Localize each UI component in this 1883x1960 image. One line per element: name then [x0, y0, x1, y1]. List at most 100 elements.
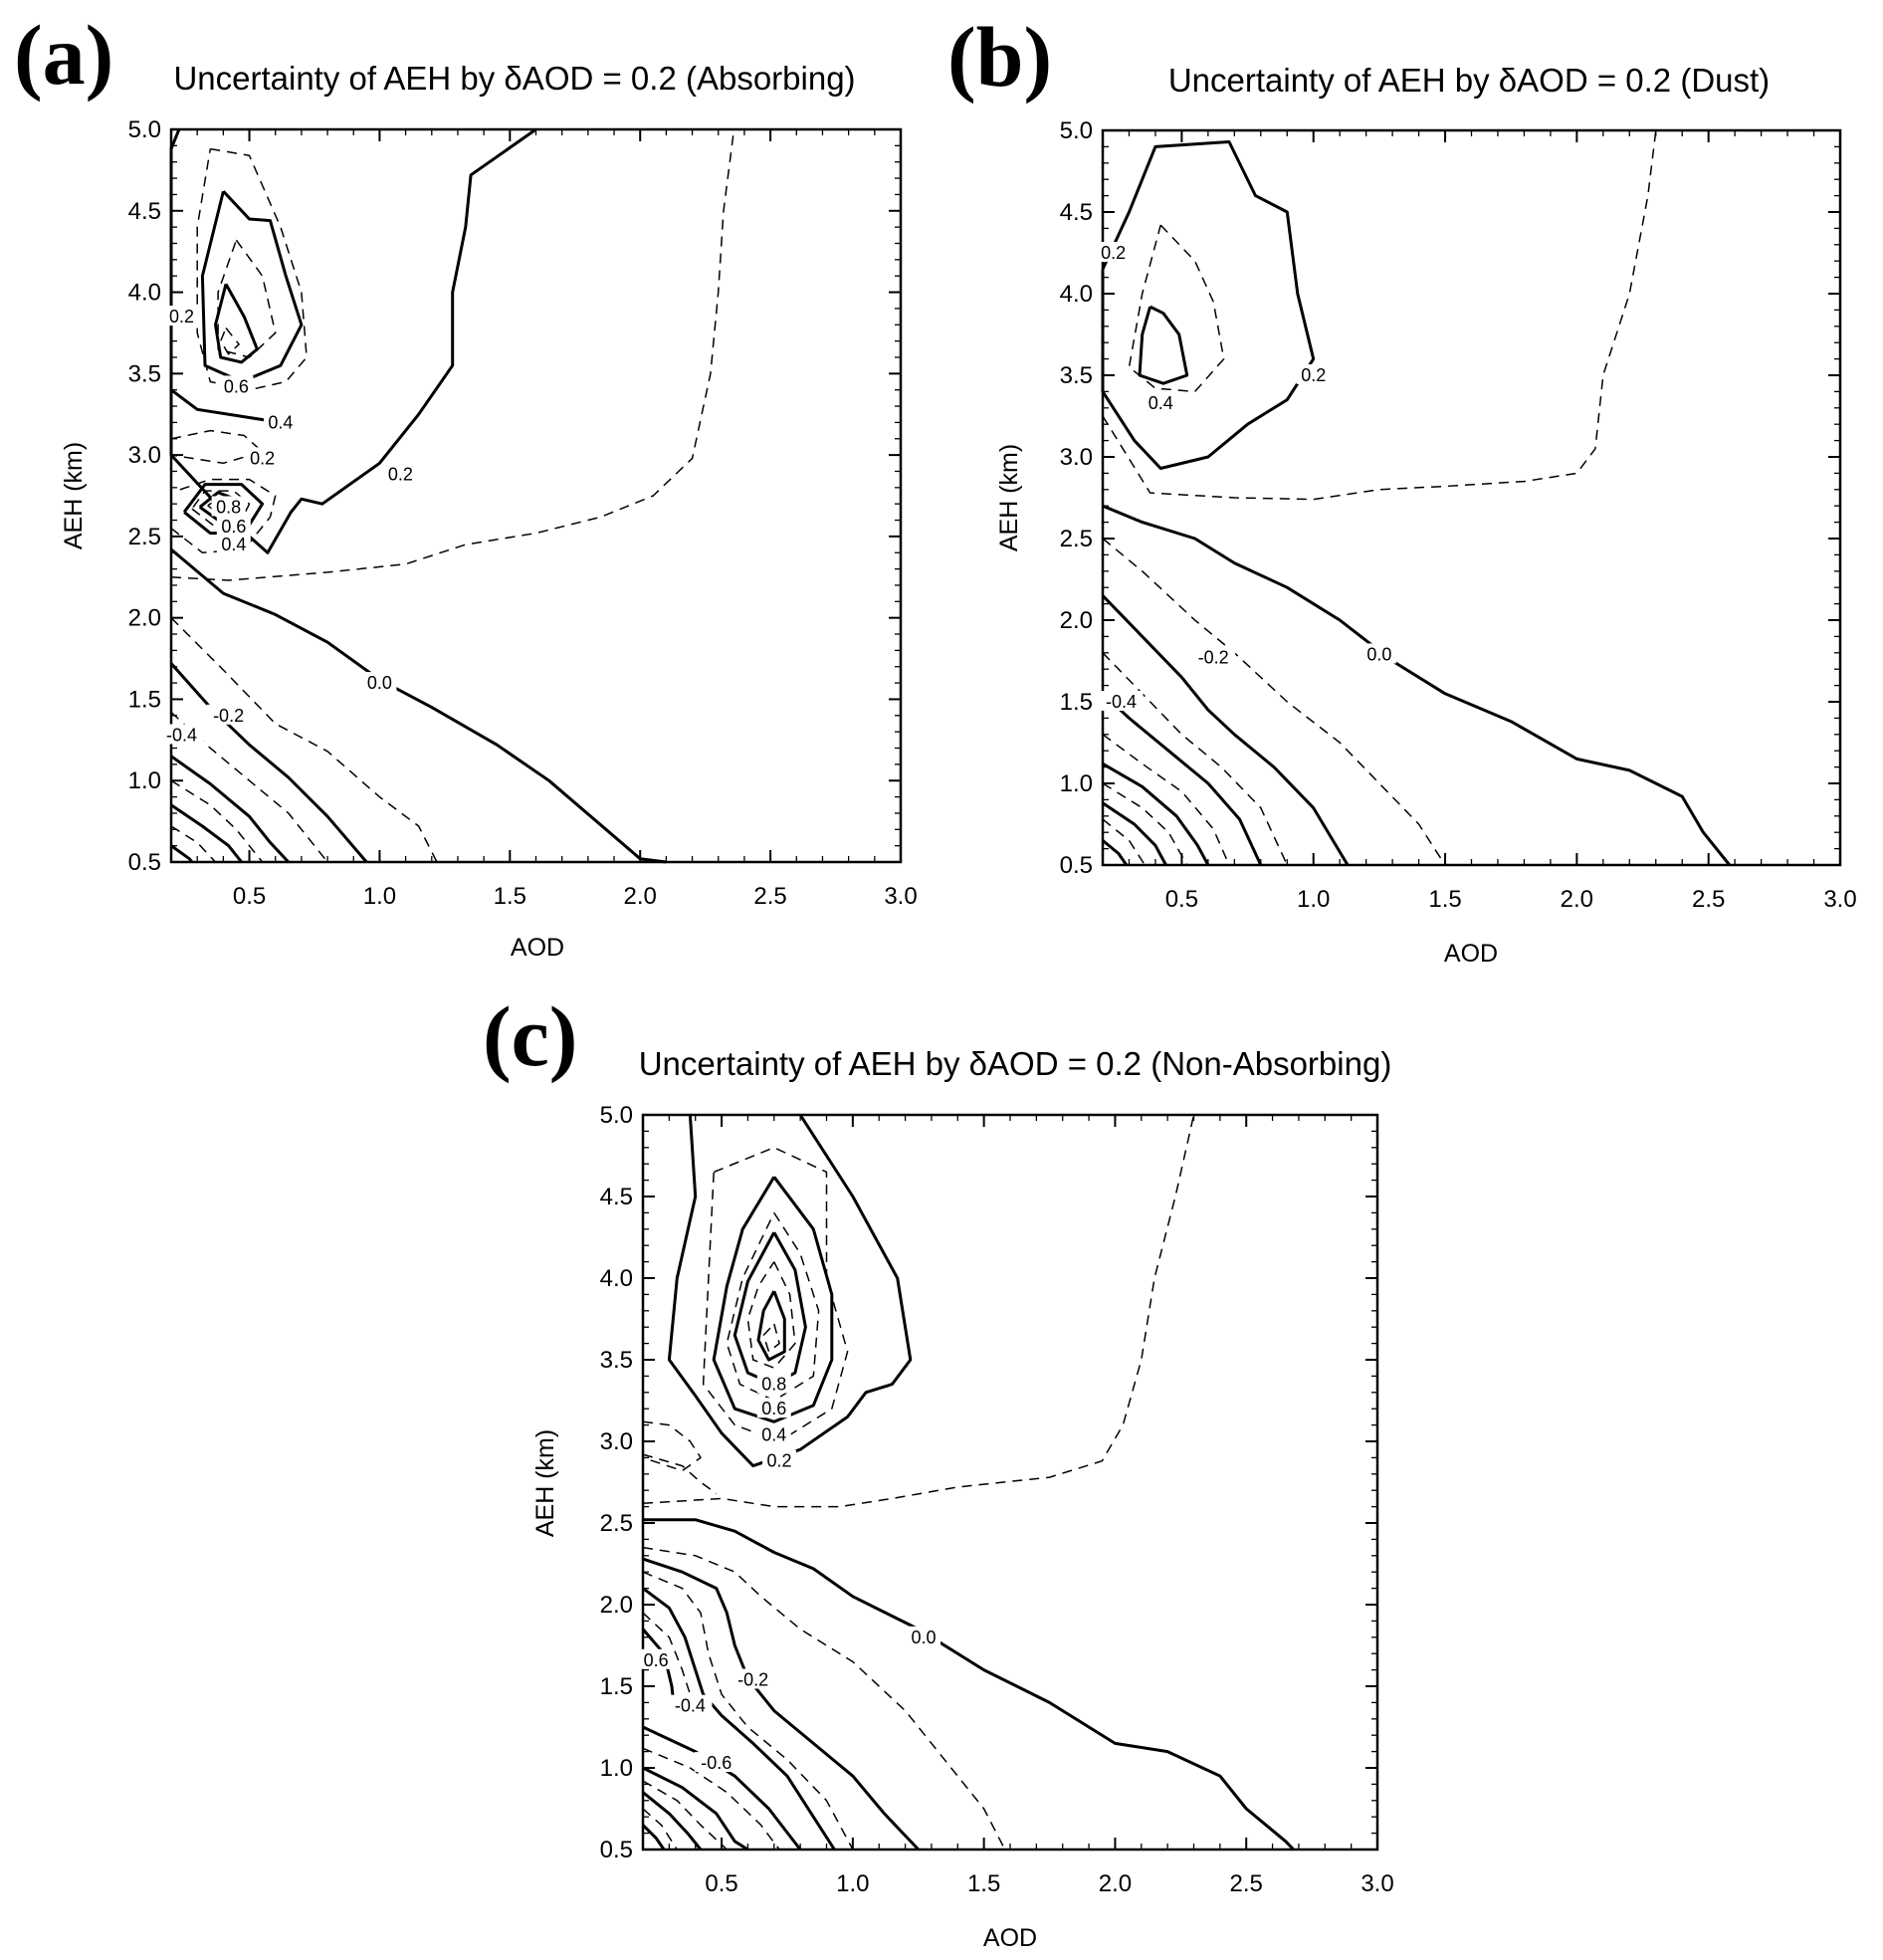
contour-line [732, 1231, 807, 1387]
contour-label-bg [762, 1449, 797, 1470]
panel-b-x-ticks: 0.5 1.0 1.5 2.0 2.5 3.0 [1102, 130, 1857, 913]
contour-line [169, 662, 368, 863]
panel-a-x-ticks: 0.5 1.0 1.5 2.0 2.5 3.0 [170, 129, 918, 910]
y-tick-label: 3.5 [600, 1347, 633, 1374]
contour-label-bg [639, 1648, 674, 1669]
contour-label-bg [1144, 391, 1178, 412]
contour-line [1101, 692, 1263, 866]
y-tick-label: 5.0 [128, 116, 161, 143]
contour-line [182, 483, 265, 536]
y-tick-label: 4.0 [1060, 281, 1093, 308]
y-tick-label: 5.0 [600, 1102, 633, 1129]
contour-label: 0.6 [761, 1399, 786, 1418]
panel-b-x-axis-label: AOD [1444, 940, 1498, 968]
panel-a-x-axis-label: AOD [511, 934, 564, 962]
contour-label-bg [731, 1668, 775, 1689]
contour-line [642, 1808, 678, 1851]
y-tick-label: 4.5 [1060, 199, 1093, 226]
y-tick-label: 4.5 [600, 1184, 633, 1210]
panel-c-x-axis-label: AOD [983, 1924, 1037, 1952]
contour-label-bg [216, 516, 251, 537]
contour-line [642, 1766, 749, 1851]
contour-label-bg [756, 1398, 791, 1418]
contour-line [642, 1612, 692, 1695]
contour-line [642, 1747, 780, 1851]
panel-c-contour-labels: 0.8 0.6 0.4 0.2 0.0 -0.2 -0.4 0.6 -0.6 [639, 1373, 942, 1773]
x-tick-label: 2.5 [753, 883, 786, 910]
y-tick-label: 4.0 [600, 1265, 633, 1292]
contour-line [170, 547, 667, 864]
y-tick-label: 2.5 [128, 524, 161, 550]
panel-letter-c: (c) [483, 988, 577, 1084]
panel-b: (b) Uncertainty of AEH by δAOD = 0.2 (Du… [947, 9, 1857, 968]
contour-line [642, 1587, 836, 1851]
contour-label: -0.4 [1106, 692, 1137, 712]
contour-label-bg [263, 411, 298, 432]
contour-label-bg [206, 704, 251, 725]
contour-label: 0.4 [1149, 393, 1173, 413]
contour-line [642, 1114, 1195, 1508]
contour-label: 0.4 [268, 412, 293, 432]
y-tick-label: 1.0 [1060, 770, 1093, 797]
x-tick-label: 1.5 [494, 883, 526, 910]
contour-line [169, 127, 537, 554]
contour-label-bg [1361, 643, 1396, 664]
contour-line [170, 803, 243, 863]
x-tick-label: 1.0 [836, 1870, 869, 1897]
contour-line [191, 490, 251, 527]
contour-label: 0.2 [1301, 365, 1326, 385]
contour-label: 0.2 [250, 448, 275, 468]
contour-label: -0.2 [737, 1669, 768, 1689]
panel-b-plot-frame [1101, 128, 1842, 867]
y-tick-label: 2.5 [600, 1510, 633, 1537]
contour-line [1101, 140, 1316, 470]
x-tick-label: 0.5 [1165, 886, 1198, 913]
contour-line [214, 283, 259, 364]
x-tick-label: 2.0 [1561, 886, 1593, 913]
y-tick-label: 4.5 [128, 198, 161, 225]
contour-line [217, 239, 277, 358]
contour-line [746, 1261, 796, 1369]
panel-c-y-axis-label: AEH (km) [531, 1429, 559, 1537]
contour-line [1102, 801, 1167, 866]
x-tick-label: 2.5 [1692, 886, 1725, 913]
panel-c-plot-frame [641, 1113, 1379, 1851]
panel-b-y-axis-label: AEH (km) [995, 444, 1023, 551]
x-tick-label: 1.0 [363, 883, 396, 910]
contour-line [642, 1546, 1006, 1851]
x-tick-label: 1.0 [1297, 886, 1330, 913]
contour-label-bg [1096, 242, 1131, 262]
panel-c: (c) Uncertainty of AEH by δAOD = 0.2 (No… [483, 988, 1394, 1952]
x-tick-label: 1.5 [967, 1870, 1000, 1897]
y-tick-label: 1.5 [128, 686, 161, 713]
y-tick-label: 1.0 [128, 767, 161, 794]
contour-label: 0.2 [1101, 243, 1126, 263]
x-tick-label: 3.0 [1360, 1870, 1393, 1897]
contour-label: -0.4 [675, 1696, 706, 1716]
panel-letter-b: (b) [947, 9, 1052, 105]
panel-a-y-axis-label: AEH (km) [60, 442, 88, 549]
y-tick-label: 1.5 [600, 1673, 633, 1700]
contour-label-bg [756, 1423, 791, 1444]
contour-line [1128, 224, 1225, 393]
panel-b-contour-labels: 0.2 0.4 0.2 0.0 -0.2 -0.4 [1096, 242, 1396, 712]
y-tick-label: 2.5 [1060, 526, 1093, 552]
contour-line [170, 429, 264, 465]
y-tick-label: 0.5 [1060, 852, 1093, 879]
y-tick-label: 1.0 [600, 1755, 633, 1782]
x-tick-label: 2.0 [1099, 1870, 1132, 1897]
contour-label: 0.0 [912, 1628, 937, 1647]
contour-line [667, 1114, 913, 1468]
panel-c-x-ticks: 0.5 1.0 1.5 2.0 2.5 3.0 [642, 1115, 1394, 1897]
panel-a-title: Uncertainty of AEH by δAOD = 0.2 (Absorb… [173, 60, 855, 97]
contour-label-bg [907, 1626, 942, 1646]
contour-label-bg [219, 375, 254, 396]
contour-line [1102, 504, 1731, 866]
contour-line [1102, 129, 1657, 501]
y-tick-label: 3.0 [600, 1428, 633, 1455]
contour-label: 0.6 [221, 517, 246, 537]
contour-line [642, 1791, 703, 1851]
contour-line [642, 1571, 854, 1851]
contour-line [642, 1725, 802, 1851]
